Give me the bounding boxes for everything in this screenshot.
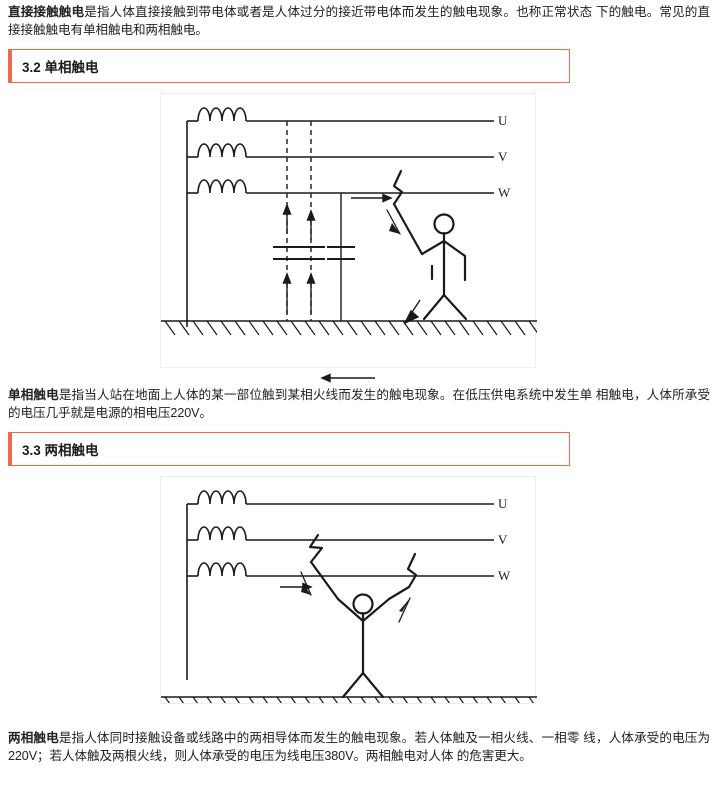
- svg-text:W: W: [498, 568, 511, 583]
- svg-text:W: W: [498, 185, 511, 200]
- svg-text:V: V: [498, 532, 508, 547]
- svg-text:U: U: [498, 496, 508, 511]
- svg-text:U: U: [498, 113, 508, 128]
- svg-text:V: V: [498, 149, 508, 164]
